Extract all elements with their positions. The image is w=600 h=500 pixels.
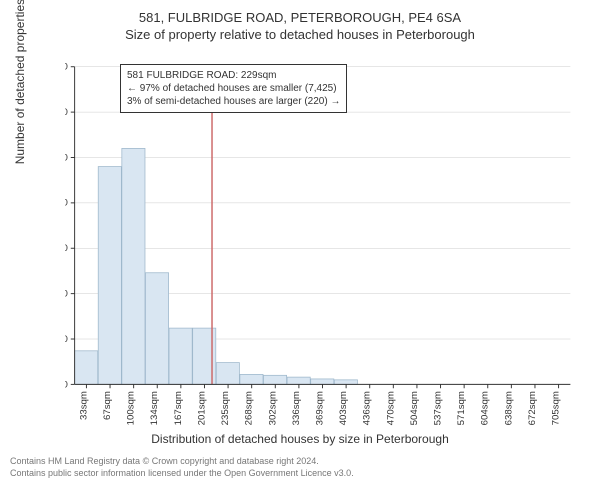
svg-text:470sqm: 470sqm <box>385 391 396 425</box>
svg-text:2500: 2500 <box>65 152 68 163</box>
svg-text:0: 0 <box>65 379 68 390</box>
chart-title-main: 581, FULBRIDGE ROAD, PETERBOROUGH, PE4 6… <box>10 10 590 25</box>
svg-text:3500: 3500 <box>65 62 68 73</box>
svg-text:134sqm: 134sqm <box>149 391 160 425</box>
svg-text:67sqm: 67sqm <box>102 391 113 420</box>
svg-text:604sqm: 604sqm <box>480 391 491 425</box>
footer-attribution: Contains HM Land Registry data © Crown c… <box>10 456 590 479</box>
svg-text:33sqm: 33sqm <box>78 391 89 420</box>
svg-text:672sqm: 672sqm <box>527 391 538 425</box>
svg-text:403sqm: 403sqm <box>338 391 349 425</box>
svg-text:167sqm: 167sqm <box>173 391 184 425</box>
svg-text:436sqm: 436sqm <box>362 391 373 425</box>
svg-text:302sqm: 302sqm <box>267 391 278 425</box>
chart-title-sub: Size of property relative to detached ho… <box>10 27 590 42</box>
svg-text:201sqm: 201sqm <box>196 391 207 425</box>
annotation-line-2: ← 97% of detached houses are smaller (7,… <box>127 82 340 95</box>
svg-text:638sqm: 638sqm <box>503 391 514 425</box>
svg-text:1500: 1500 <box>65 243 68 254</box>
svg-text:571sqm: 571sqm <box>456 391 467 425</box>
svg-text:504sqm: 504sqm <box>409 391 420 425</box>
svg-text:336sqm: 336sqm <box>291 391 302 425</box>
x-axis-label: Distribution of detached houses by size … <box>10 432 590 446</box>
svg-text:1000: 1000 <box>65 289 68 300</box>
annotation-line-3: 3% of semi-detached houses are larger (2… <box>127 95 340 108</box>
svg-text:3000: 3000 <box>65 107 68 118</box>
svg-text:500: 500 <box>65 334 68 345</box>
plot-area: Number of detached properties 0500100015… <box>65 50 580 430</box>
svg-text:100sqm: 100sqm <box>126 391 137 425</box>
chart-container: 581, FULBRIDGE ROAD, PETERBOROUGH, PE4 6… <box>10 10 590 500</box>
y-axis-label: Number of detached properties <box>13 0 27 164</box>
footer-line-1: Contains HM Land Registry data © Crown c… <box>10 456 590 468</box>
svg-text:2000: 2000 <box>65 198 68 209</box>
svg-text:537sqm: 537sqm <box>433 391 444 425</box>
footer-line-2: Contains public sector information licen… <box>10 468 590 480</box>
annotation-box: 581 FULBRIDGE ROAD: 229sqm ← 97% of deta… <box>120 64 347 113</box>
svg-text:369sqm: 369sqm <box>315 391 326 425</box>
title-block: 581, FULBRIDGE ROAD, PETERBOROUGH, PE4 6… <box>10 10 590 42</box>
svg-text:235sqm: 235sqm <box>220 391 231 425</box>
svg-text:268sqm: 268sqm <box>244 391 255 425</box>
svg-text:705sqm: 705sqm <box>551 391 562 425</box>
annotation-line-1: 581 FULBRIDGE ROAD: 229sqm <box>127 69 340 82</box>
